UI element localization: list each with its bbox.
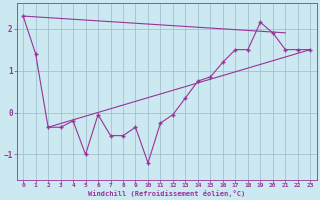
- X-axis label: Windchill (Refroidissement éolien,°C): Windchill (Refroidissement éolien,°C): [88, 190, 245, 197]
